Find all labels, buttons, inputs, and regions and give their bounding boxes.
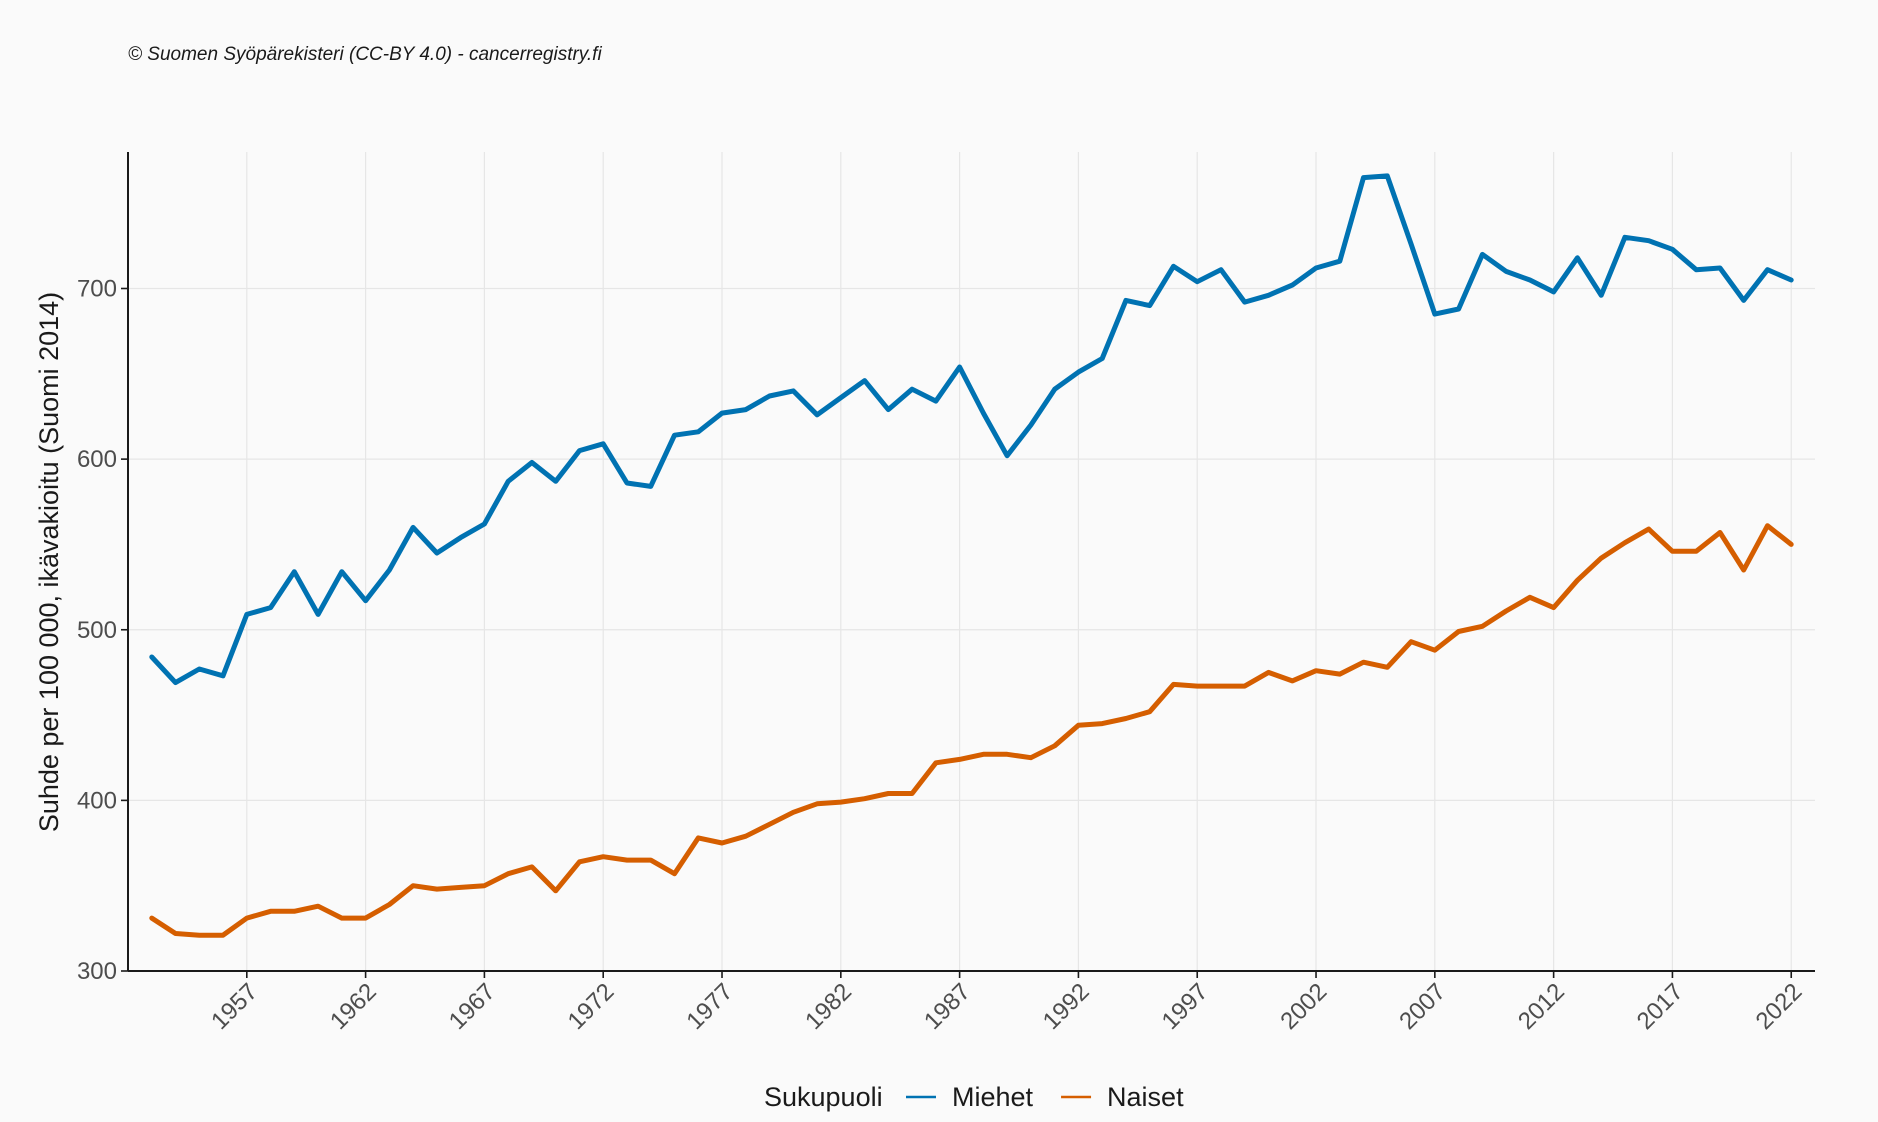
grid-lines — [128, 152, 1815, 972]
x-tick-label-1962: 1962 — [325, 978, 382, 1035]
series-line-miehet — [149, 173, 1794, 686]
x-tick-label-1972: 1972 — [563, 978, 620, 1035]
series-lines — [149, 173, 1794, 938]
x-tick-label-2002: 2002 — [1275, 978, 1332, 1035]
x-tick-label-1982: 1982 — [800, 978, 857, 1035]
y-axis-ticks: 300 400 500 600 700 — [77, 276, 128, 985]
x-tick-label-2022: 2022 — [1751, 978, 1808, 1035]
legend: Sukupuoli Miehet Naiset — [764, 1082, 1184, 1112]
series-line-naiset — [149, 523, 1794, 938]
legend-label-miehet: Miehet — [952, 1082, 1034, 1112]
x-tick-label-1967: 1967 — [444, 978, 501, 1035]
x-axis-ticks: 1957 1962 1967 1972 1977 1982 1987 1992 1997 2002… — [206, 971, 1807, 1035]
x-tick-label-2012: 2012 — [1513, 978, 1570, 1035]
y-tick-label-600: 600 — [77, 446, 117, 473]
axes — [127, 152, 1815, 972]
x-tick-label-2017: 2017 — [1632, 978, 1689, 1035]
legend-title: Sukupuoli — [764, 1082, 883, 1112]
y-tick-label-300: 300 — [77, 958, 117, 985]
y-tick-label-700: 700 — [77, 276, 117, 303]
x-tick-label-1977: 1977 — [681, 978, 738, 1035]
x-tick-label-2007: 2007 — [1394, 978, 1451, 1035]
legend-label-naiset: Naiset — [1107, 1082, 1184, 1112]
x-tick-label-1987: 1987 — [919, 978, 976, 1035]
x-tick-label-1992: 1992 — [1038, 978, 1095, 1035]
y-axis-title: Suhde per 100 000, ikävakioitu (Suomi 20… — [34, 292, 64, 832]
x-tick-label-1997: 1997 — [1157, 978, 1214, 1035]
legend-items: Miehet Naiset — [906, 1082, 1184, 1112]
y-tick-label-500: 500 — [77, 617, 117, 644]
y-tick-label-400: 400 — [77, 787, 117, 814]
x-tick-label-1957: 1957 — [206, 978, 263, 1035]
copyright-caption: © Suomen Syöpärekisteri (CC-BY 4.0) - ca… — [128, 44, 602, 65]
